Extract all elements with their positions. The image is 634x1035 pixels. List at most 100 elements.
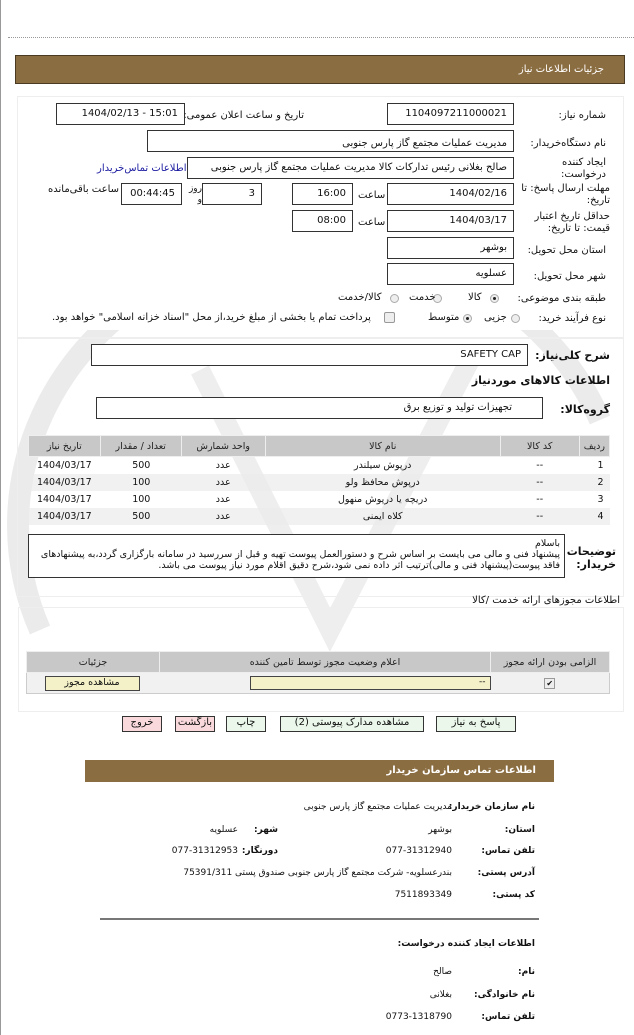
requester-info-title: اطلاعات ایجاد کننده درخواست: bbox=[397, 939, 535, 949]
category-label: طبقه بندی موضوعی: bbox=[517, 293, 606, 304]
view-permit-button[interactable]: مشاهده مجوز bbox=[44, 675, 140, 691]
permits-table: الزامی بودن ارائه مجوز اعلام وضعیت مجوز … bbox=[26, 651, 610, 694]
category-both-label: کالا/خدمت bbox=[338, 292, 382, 303]
summary-field: SAFETY CAP bbox=[91, 344, 528, 366]
process-label: نوع فرآیند خرید: bbox=[538, 313, 607, 324]
buyer-contact-link[interactable]: اطلاعات تماس‌خریدار bbox=[97, 163, 187, 174]
table-cell: 500 bbox=[100, 508, 182, 525]
validity-label: حداقل تاریخ اعتبار قیمت: تا تاریخ: bbox=[534, 211, 610, 234]
top-divider bbox=[8, 37, 634, 38]
table-cell: عدد bbox=[215, 460, 231, 471]
requester-phone: 0773-1318790 bbox=[385, 1012, 452, 1022]
requester-field: صالح بغلانی رئیس تدارکات کالا مدیریت عمل… bbox=[187, 157, 514, 179]
category-radio-goods[interactable] bbox=[490, 294, 499, 303]
requester-first-name-label: نام: bbox=[518, 967, 535, 977]
col-qty: تعداد / مقدار bbox=[99, 435, 182, 457]
table-cell: 500 bbox=[132, 460, 151, 471]
table-cell: 100 bbox=[100, 474, 182, 491]
back-button[interactable]: بازگشت bbox=[175, 716, 215, 732]
col-date: تاریخ نیاز bbox=[28, 435, 101, 457]
table-cell: دریچه یا درپوش منهول bbox=[338, 494, 428, 505]
contact-city: عسلویه bbox=[209, 825, 238, 835]
buyer-org-label: نام دستگاه‌خریدار: bbox=[530, 138, 606, 149]
table-cell: کلاه ایمنی bbox=[265, 508, 501, 525]
announce-field: 1404/02/13 - 15:01 bbox=[56, 103, 185, 125]
contact-title: اطلاعات تماس سازمان خریدار bbox=[386, 765, 536, 776]
goods-panel bbox=[17, 337, 624, 597]
contact-fax: 077-31312953 bbox=[171, 846, 238, 856]
goods-group-label: گروه‌کالا: bbox=[560, 403, 610, 416]
table-row: 3 -- دریچه یا درپوش منهول عدد 100 1404/03/17 bbox=[29, 491, 610, 508]
contact-postal-label: کد پستی: bbox=[492, 890, 535, 900]
treasury-checkbox-label: پرداخت تمام یا بخشی از مبلغ خرید،از محل … bbox=[52, 312, 371, 323]
validity-time-field: 08:00 bbox=[292, 210, 353, 232]
table-cell: عدد bbox=[215, 494, 231, 505]
process-radio-minor[interactable] bbox=[511, 314, 520, 323]
summary-label: شرح کلی‌نیاز: bbox=[535, 349, 610, 362]
deadline-date-field: 1404/02/16 bbox=[387, 183, 514, 205]
contact-org: مدیریت عملیات مجتمع گاز پارس جنوبی bbox=[303, 802, 452, 812]
contact-address: بندرعسلویه- شرکت مجتمع گاز پارس جنوبی صن… bbox=[183, 868, 452, 878]
requester-label: ایجاد کننده درخواست: bbox=[561, 157, 606, 180]
table-cell: -- bbox=[500, 474, 580, 491]
requester-phone-label: تلفن تماس: bbox=[481, 1012, 535, 1022]
days-field: 3 bbox=[202, 183, 262, 205]
contact-phone: 077-31312940 bbox=[385, 846, 452, 856]
table-cell: -- bbox=[500, 508, 580, 525]
process-minor-label: جزیی bbox=[484, 312, 507, 323]
remaining-time-field: 00:44:45 bbox=[121, 183, 182, 205]
goods-table-header: ردیف کد کالا نام کالا واحد شمارش تعداد /… bbox=[28, 435, 611, 457]
table-cell: -- bbox=[536, 494, 544, 505]
buyer-notes-field: باسلام پیشنهاد فنی و مالی می بایست بر اس… bbox=[28, 534, 565, 578]
days-label: روز و bbox=[188, 184, 202, 205]
need-info-panel bbox=[17, 96, 624, 339]
requester-last-name-label: نام خانوادگی: bbox=[473, 990, 535, 1000]
table-cell: 1 bbox=[597, 460, 604, 471]
col-permit-status: اعلام وضعیت مجوز توسط تامین کننده bbox=[159, 651, 491, 673]
province-field: بوشهر bbox=[387, 237, 514, 259]
need-number-label: شماره نیاز: bbox=[558, 110, 607, 121]
process-medium-label: متوسط bbox=[428, 312, 460, 323]
city-label: شهر محل تحویل: bbox=[533, 271, 606, 282]
deadline-time-field: 16:00 bbox=[292, 183, 353, 205]
table-cell: 1404/03/17 bbox=[28, 474, 101, 491]
permits-title: اطلاعات مجوزهای ارائه خدمت /کالا bbox=[472, 595, 620, 606]
contact-title-bar: اطلاعات تماس سازمان خریدار bbox=[85, 760, 554, 782]
col-code: کد کالا bbox=[499, 435, 580, 457]
table-cell: 3 bbox=[597, 494, 604, 505]
buyer-org-field: مدیریت عملیات مجتمع گاز پارس جنوبی bbox=[147, 130, 514, 152]
category-radio-both[interactable] bbox=[390, 294, 399, 303]
process-radio-medium[interactable] bbox=[463, 314, 472, 323]
permit-status-field: -- bbox=[249, 676, 491, 690]
contact-fax-label: دورنگار: bbox=[241, 846, 278, 856]
col-unit: واحد شمارش bbox=[180, 435, 266, 457]
contact-divider bbox=[100, 918, 539, 920]
treasury-checkbox[interactable] bbox=[384, 312, 395, 323]
contact-org-label: نام سازمان خریدار: bbox=[448, 802, 535, 812]
table-cell: 4 bbox=[579, 508, 610, 525]
col-permit-details: جزئیات bbox=[26, 651, 160, 673]
contact-province: بوشهر bbox=[428, 825, 452, 835]
left-border bbox=[0, 0, 1, 1035]
deadline-label: مهلت ارسال پاسخ: تا تاریخ: bbox=[521, 183, 610, 206]
page-title: جزئیات اطلاعات نیاز bbox=[518, 64, 604, 75]
contact-postal: 7511893349 bbox=[394, 890, 452, 900]
city-field: عسلویه bbox=[387, 263, 514, 285]
province-label: استان محل تحویل: bbox=[527, 245, 606, 256]
need-number-field: 1104097211000021 bbox=[387, 103, 514, 125]
requester-last-name: بغلانی bbox=[429, 990, 452, 1000]
reply-button[interactable]: پاسخ به نیاز bbox=[436, 716, 516, 732]
requester-first-name: صالح bbox=[433, 967, 452, 977]
goods-table: ردیف کد کالا نام کالا واحد شمارش تعداد /… bbox=[28, 435, 611, 525]
table-cell: 100 bbox=[132, 494, 151, 505]
print-button[interactable]: چاپ bbox=[226, 716, 266, 732]
deadline-time-label: ساعت bbox=[358, 190, 386, 201]
category-radio-service[interactable] bbox=[433, 294, 442, 303]
announce-label: تاریخ و ساعت اعلان عمومی: bbox=[183, 110, 304, 121]
attachments-button[interactable]: مشاهده مدارک پیوستی (2) bbox=[280, 716, 424, 732]
table-cell: درپوش محافظ ولو bbox=[265, 474, 501, 491]
exit-button[interactable]: خروج bbox=[122, 716, 162, 732]
buyer-notes-label: توضیحات خریدار: bbox=[566, 545, 616, 571]
table-row: 2 -- درپوش محافظ ولو عدد 100 1404/03/17 bbox=[28, 474, 610, 491]
table-cell: عدد bbox=[181, 474, 266, 491]
